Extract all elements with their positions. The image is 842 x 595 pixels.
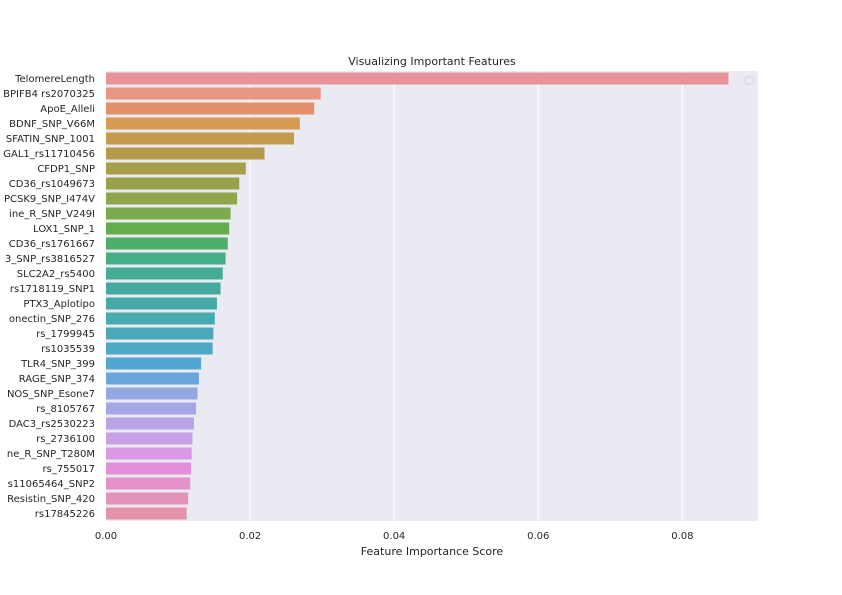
bar [106, 342, 213, 355]
y-tick-label: rs_755017 [43, 464, 96, 475]
bar [106, 207, 231, 220]
bar [106, 492, 189, 505]
y-tick-label: PTX3_Aplotipo [23, 299, 95, 310]
y-tick-label: LOX1_SNP_1 [33, 224, 95, 235]
y-tick-label: 3_SNP_rs3816527 [5, 254, 95, 265]
x-tick-labels: 0.00 0.02 0.04 0.06 0.08 [95, 531, 694, 542]
bar [106, 312, 215, 325]
bar [106, 252, 226, 265]
x-tick-label: 0.02 [239, 531, 261, 542]
y-tick-label: PCSK9_SNP_I474V [4, 194, 95, 205]
y-tick-label: CFDP1_SNP [37, 164, 95, 175]
bar [106, 87, 321, 100]
bars [106, 72, 729, 520]
bar [106, 507, 187, 520]
y-tick-label: ApoE_Alleli [40, 104, 95, 115]
bar [106, 477, 191, 490]
bar [106, 117, 300, 130]
y-tick-label: RAGE_SNP_374 [19, 374, 95, 385]
y-tick-label: rs_2736100 [36, 434, 95, 445]
x-tick-label: 0.00 [95, 531, 117, 542]
y-tick-label: SLC2A2_rs5400 [17, 269, 95, 280]
y-tick-label: Resistin_SNP_420 [7, 494, 95, 505]
y-tick-label: CD36_rs1761667 [9, 239, 95, 250]
y-tick-label: CD36_rs1049673 [9, 179, 95, 190]
bar [106, 72, 729, 85]
y-tick-label: rs1035539 [41, 344, 95, 355]
bar [106, 147, 265, 160]
bar [106, 447, 192, 460]
grid-lines [105, 71, 683, 521]
bar [106, 387, 198, 400]
x-tick-label: 0.08 [671, 531, 693, 542]
y-tick-label: onectin_SNP_276 [9, 314, 95, 325]
y-tick-label: TLR4_SNP_399 [20, 359, 95, 370]
y-tick-label: SFATIN_SNP_1001 [6, 134, 95, 145]
bar [106, 327, 214, 340]
y-tick-label: ne_R_SNP_T280M [7, 449, 95, 460]
y-tick-label: rs_1799945 [36, 329, 95, 340]
y-tick-label: NOS_SNP_Esone7 [7, 389, 95, 400]
y-tick-label: BDNF_SNP_V66M [9, 119, 95, 130]
bar [106, 372, 199, 385]
y-tick-label: rs1718119_SNP1 [10, 284, 95, 295]
bar [106, 102, 315, 115]
x-axis-title: Feature Importance Score [361, 545, 504, 558]
bar [106, 432, 193, 445]
bar [106, 357, 202, 370]
bar [106, 282, 221, 295]
bar [106, 297, 217, 310]
y-tick-label: TelomereLength [14, 74, 95, 85]
y-tick-label: DAC3_rs2530223 [9, 419, 95, 430]
y-tick-label: rs_8105767 [36, 404, 95, 415]
y-tick-label: BPIFB4 rs2070325 [3, 89, 95, 100]
bar [106, 162, 246, 175]
bar [106, 237, 228, 250]
x-tick-label: 0.04 [383, 531, 405, 542]
plot-area [106, 71, 758, 521]
y-tick-label: s11065464_SNP2 [8, 479, 95, 490]
bar [106, 222, 230, 235]
bar [106, 132, 295, 145]
bar [106, 267, 223, 280]
legend-box [744, 76, 755, 85]
x-tick-label: 0.06 [527, 531, 549, 542]
bar [106, 417, 194, 430]
category-labels: TelomereLength BPIFB4 rs2070325 ApoE_Allel… [3, 74, 95, 520]
bar [106, 402, 197, 415]
bar [106, 462, 192, 475]
bar [106, 192, 238, 205]
y-tick-label: GAL1_rs11710456 [3, 149, 95, 160]
y-tick-label: rs17845226 [35, 509, 95, 520]
chart-title: Visualizing Important Features [348, 55, 516, 68]
bar [106, 177, 240, 190]
y-tick-label: ine_R_SNP_V249I [9, 209, 95, 220]
